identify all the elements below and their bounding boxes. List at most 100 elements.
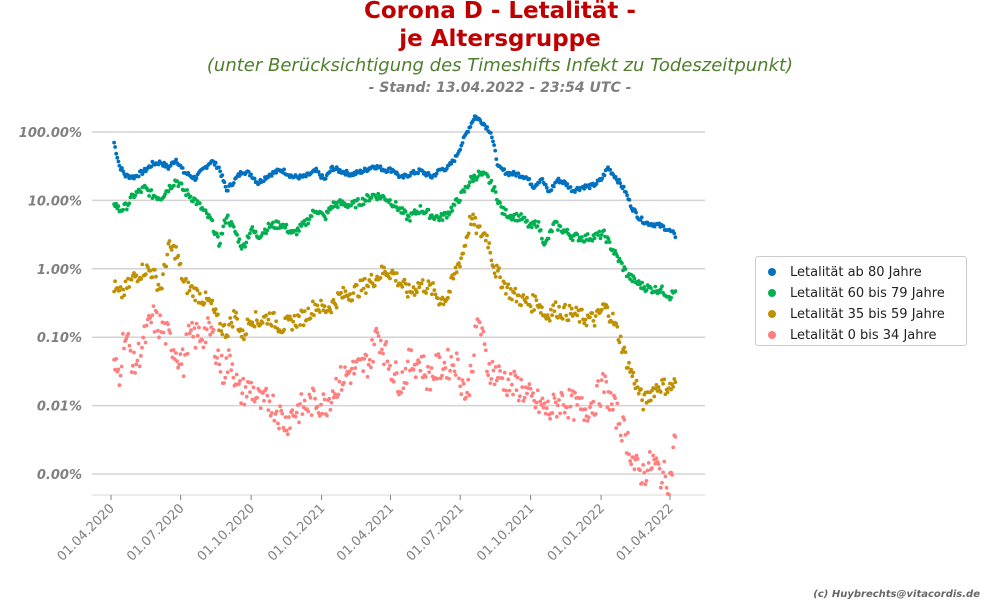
data-point	[657, 290, 662, 295]
data-point	[468, 125, 473, 129]
data-point	[250, 225, 255, 229]
data-point	[671, 445, 676, 450]
data-point	[385, 169, 390, 174]
data-point	[431, 281, 435, 285]
data-point	[266, 408, 271, 412]
data-point	[127, 285, 132, 289]
data-point	[477, 320, 482, 325]
data-point	[348, 381, 353, 386]
data-point	[630, 279, 635, 284]
data-point	[356, 197, 360, 201]
data-point	[494, 263, 499, 268]
y-tick-label: 0.10%	[37, 331, 82, 346]
data-point	[522, 395, 527, 400]
data-point	[671, 385, 676, 389]
data-point	[656, 462, 661, 466]
data-point	[149, 188, 154, 192]
data-point	[137, 364, 142, 369]
data-point	[485, 125, 490, 129]
data-point	[123, 279, 128, 284]
data-point	[339, 388, 344, 392]
data-point	[214, 361, 218, 366]
data-point	[218, 241, 223, 246]
data-point	[268, 413, 273, 418]
data-point	[222, 180, 227, 185]
chart-points	[112, 114, 678, 497]
data-point	[533, 219, 538, 224]
data-point	[443, 366, 448, 370]
data-point	[402, 277, 407, 282]
data-point	[415, 290, 419, 295]
data-point	[362, 357, 367, 361]
data-point	[540, 236, 544, 241]
data-point	[477, 224, 482, 229]
data-point	[519, 212, 523, 216]
data-point	[349, 203, 353, 208]
data-point	[228, 353, 232, 358]
data-point	[265, 393, 270, 398]
data-point	[118, 373, 123, 378]
data-point	[474, 231, 479, 236]
data-point	[235, 317, 240, 321]
data-point	[544, 406, 549, 411]
data-point	[270, 411, 274, 415]
legend-marker-35-59	[768, 310, 776, 318]
data-point	[191, 334, 196, 339]
data-point	[284, 222, 289, 227]
data-point	[267, 311, 272, 315]
data-point	[176, 365, 181, 370]
data-point	[661, 470, 665, 475]
data-point	[602, 173, 607, 178]
data-point	[140, 262, 145, 267]
data-point	[673, 434, 678, 439]
data-point	[492, 185, 497, 189]
data-point	[410, 290, 415, 295]
data-point	[331, 297, 336, 302]
data-point	[557, 304, 561, 309]
data-point	[546, 236, 551, 241]
data-point	[366, 284, 370, 289]
data-point	[607, 240, 612, 245]
data-point	[207, 320, 212, 325]
data-point	[322, 397, 327, 402]
data-point	[115, 155, 120, 160]
data-point	[294, 410, 299, 415]
data-point	[260, 320, 265, 325]
data-point	[126, 331, 131, 336]
data-point	[328, 407, 333, 412]
data-point	[152, 330, 157, 334]
data-point	[181, 374, 186, 379]
data-point	[644, 479, 649, 483]
data-point	[640, 280, 644, 285]
data-point	[494, 157, 499, 162]
data-point	[426, 364, 430, 369]
x-tick-label: 01.07.2021	[404, 501, 467, 564]
data-point	[660, 480, 664, 485]
data-point	[349, 366, 354, 371]
data-point	[365, 375, 370, 379]
data-point	[237, 237, 242, 242]
data-point	[427, 370, 432, 374]
data-point	[121, 287, 125, 292]
data-point	[369, 365, 373, 370]
data-point	[361, 369, 366, 374]
data-point	[160, 286, 164, 291]
data-point	[658, 287, 663, 292]
data-point	[203, 290, 208, 295]
data-point	[635, 385, 640, 389]
data-point	[252, 324, 257, 329]
data-point	[325, 413, 329, 418]
data-point	[606, 314, 611, 318]
data-point	[565, 227, 570, 232]
data-point	[250, 320, 255, 325]
data-point	[274, 319, 279, 324]
data-point	[540, 305, 544, 310]
data-point	[438, 301, 443, 306]
data-point	[466, 130, 471, 134]
data-point	[317, 310, 322, 314]
data-point	[575, 313, 580, 318]
data-point	[599, 378, 604, 383]
data-point	[582, 418, 587, 423]
data-point	[223, 375, 228, 380]
data-point	[141, 335, 146, 340]
